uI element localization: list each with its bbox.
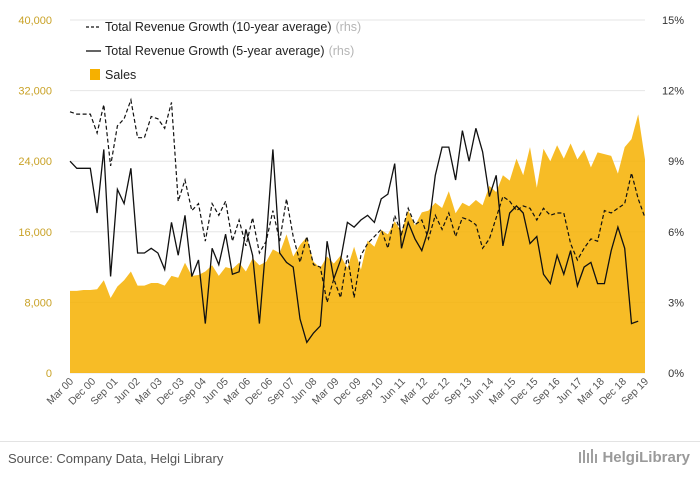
right-tick-label: 9% — [668, 156, 684, 168]
left-tick-label: 16,000 — [18, 227, 52, 239]
growth-10y-line — [69, 97, 646, 303]
right-tick-label: 3% — [668, 297, 684, 309]
legend-rhs-suffix: (rhs) — [336, 20, 362, 34]
right-tick-label: 15% — [662, 15, 684, 27]
right-tick-label: 6% — [668, 227, 684, 239]
left-tick-label: 24,000 — [18, 156, 52, 168]
left-tick-label: 0 — [46, 368, 52, 380]
brand-logo: HelgiLibrary — [578, 448, 690, 466]
legend: Total Revenue Growth (10-year average) (r… — [86, 20, 361, 82]
sales-area — [70, 114, 645, 374]
brand-name: HelgiLibrary — [602, 449, 690, 466]
left-tick-label: 32,000 — [18, 86, 52, 98]
source-note: Source: Company Data, Helgi Library — [8, 451, 224, 466]
growth-lines — [69, 97, 646, 344]
right-tick-label: 12% — [662, 86, 684, 98]
legend-rhs-suffix: (rhs) — [329, 44, 355, 58]
chart: 0 8,000 16,000 24,000 32,000 40,000 0% 3% 6% 9% 12… — [18, 15, 684, 408]
library-icon — [579, 449, 598, 463]
growth-5y-line — [69, 128, 639, 344]
sales-series-area — [70, 114, 645, 374]
legend-label: Total Revenue Growth (10-year average) (r… — [105, 20, 361, 34]
left-tick-label: 40,000 — [18, 15, 52, 27]
right-tick-label: 0% — [668, 368, 684, 380]
legend-label: Sales — [105, 68, 136, 82]
legend-label: Total Revenue Growth (5-year average) (rh… — [105, 44, 354, 58]
legend-swatch — [90, 69, 100, 80]
footer-divider — [0, 441, 700, 442]
left-tick-label: 8,000 — [24, 297, 52, 309]
